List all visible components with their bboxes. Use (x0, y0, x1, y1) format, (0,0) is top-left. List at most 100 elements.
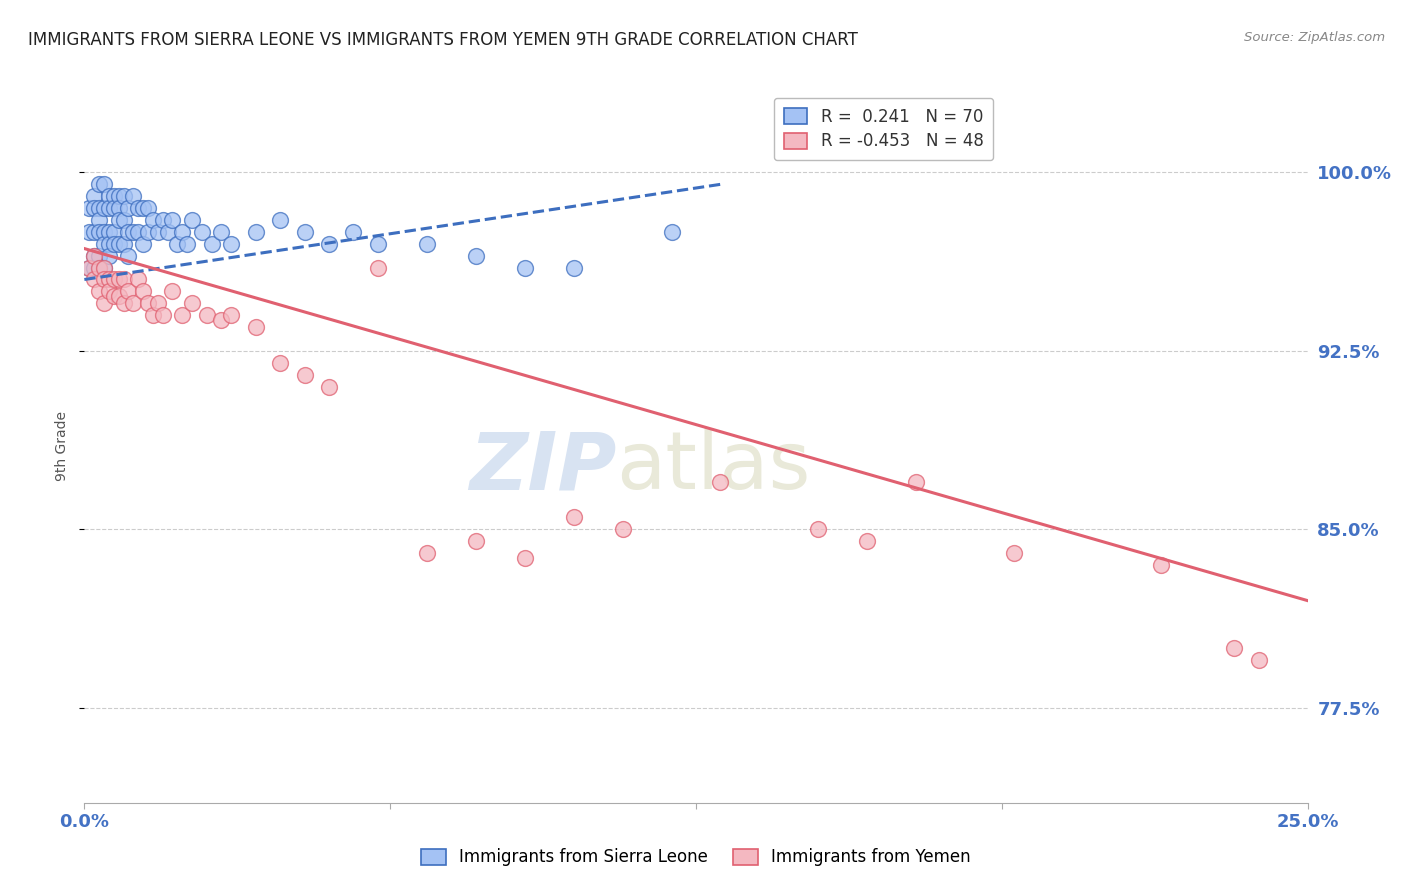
Point (1223, 641, 1246, 656)
Point (1002, 546, 1025, 560)
Text: Source: ZipAtlas.com: Source: ZipAtlas.com (1244, 31, 1385, 45)
Point (905, 475, 928, 489)
Point (87, 260, 110, 275)
Point (709, 475, 731, 489)
Point (416, 546, 439, 560)
Point (152, 308, 174, 322)
Point (513, 550, 536, 565)
Point (142, 308, 165, 322)
Point (87, 260, 110, 275)
Point (562, 260, 585, 275)
Point (83, 260, 105, 275)
Point (209, 225, 232, 239)
Point (117, 249, 139, 263)
Point (661, 225, 683, 239)
Point (83, 225, 105, 239)
Point (83, 189, 105, 203)
Point (77, 225, 100, 239)
Point (136, 201, 159, 215)
Point (132, 285, 155, 299)
Point (93, 225, 115, 239)
Point (97, 201, 120, 215)
Point (93, 260, 115, 275)
Point (83, 249, 105, 263)
Point (93, 236, 115, 251)
Point (367, 260, 389, 275)
Point (122, 296, 145, 310)
Point (318, 236, 340, 251)
Point (127, 272, 149, 286)
Point (77, 260, 100, 275)
Point (156, 225, 179, 239)
Point (1247, 653, 1270, 667)
Point (77, 201, 100, 215)
Point (146, 225, 169, 239)
Point (107, 213, 129, 227)
Point (93, 201, 115, 215)
Point (107, 236, 129, 251)
Point (176, 236, 198, 251)
Point (93, 260, 115, 275)
Point (172, 225, 194, 239)
Point (87, 178, 110, 192)
Point (103, 272, 125, 286)
Point (97, 272, 120, 286)
Text: ZIP: ZIP (470, 428, 616, 507)
Point (200, 236, 222, 251)
Point (87, 225, 110, 239)
Point (107, 201, 129, 215)
Point (107, 289, 129, 303)
Point (87, 201, 110, 215)
Point (132, 236, 155, 251)
Text: atlas: atlas (616, 428, 811, 507)
Point (195, 308, 218, 322)
Point (87, 285, 110, 299)
Point (117, 201, 139, 215)
Point (464, 534, 486, 549)
Point (83, 249, 105, 263)
Point (77, 260, 100, 275)
Point (117, 225, 139, 239)
Point (172, 308, 194, 322)
Point (318, 379, 340, 393)
Point (83, 272, 105, 286)
Point (209, 313, 232, 327)
Point (132, 201, 155, 215)
Point (97, 236, 120, 251)
Point (162, 213, 184, 227)
Point (612, 522, 634, 536)
Point (112, 272, 135, 286)
Point (117, 285, 139, 299)
Point (103, 236, 125, 251)
Point (294, 368, 316, 382)
Point (103, 225, 125, 239)
Point (191, 225, 214, 239)
Point (87, 213, 110, 227)
Legend: Immigrants from Sierra Leone, Immigrants from Yemen: Immigrants from Sierra Leone, Immigrants… (415, 842, 977, 873)
Point (122, 225, 145, 239)
Y-axis label: 9th Grade: 9th Grade (55, 411, 69, 481)
Point (562, 510, 585, 524)
Point (112, 296, 135, 310)
Point (136, 296, 159, 310)
Point (367, 236, 389, 251)
Point (112, 213, 135, 227)
Point (219, 236, 242, 251)
Point (162, 285, 184, 299)
Point (152, 213, 174, 227)
Point (87, 249, 110, 263)
Point (107, 189, 129, 203)
Point (93, 272, 115, 286)
Point (181, 213, 204, 227)
Point (97, 225, 120, 239)
Point (83, 201, 105, 215)
Point (127, 201, 149, 215)
Point (807, 522, 830, 536)
Point (513, 260, 536, 275)
Point (245, 320, 267, 334)
Point (269, 356, 291, 370)
Point (122, 189, 145, 203)
Point (245, 225, 267, 239)
Point (219, 308, 242, 322)
Point (269, 213, 291, 227)
